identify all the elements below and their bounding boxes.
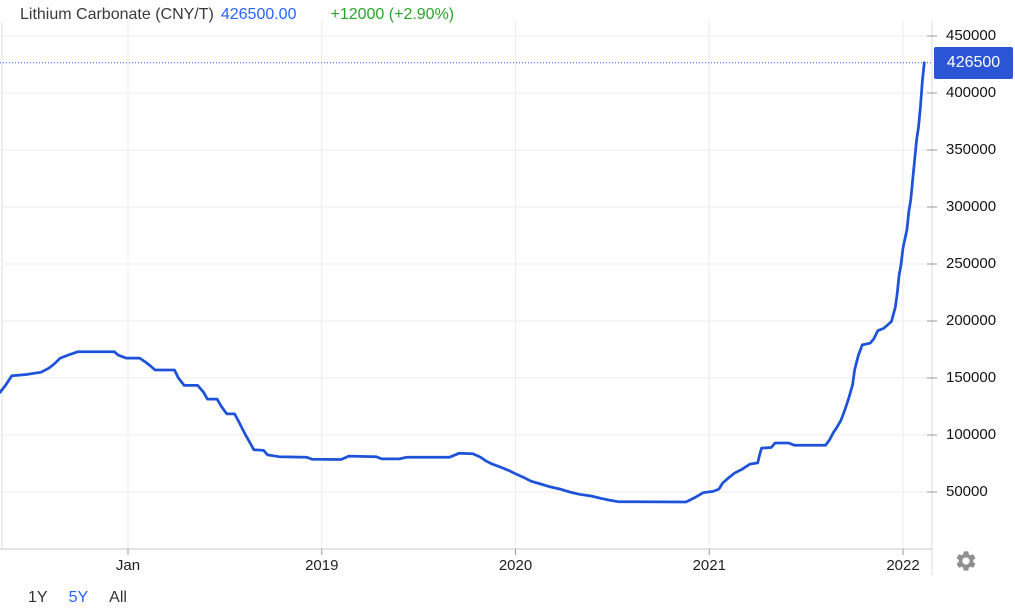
range-selector: 1Y 5Y All: [28, 589, 127, 607]
x-axis-tick-label: 2021: [692, 557, 726, 574]
y-axis-tick-label: 50000: [946, 483, 988, 500]
x-axis-tick-label: 2019: [305, 557, 339, 574]
y-axis-tick-label: 250000: [946, 255, 997, 272]
price-change-value: +12000 (+2.90%): [330, 6, 455, 23]
x-axis-tick-label: 2020: [498, 557, 533, 574]
price-series-line[interactable]: [0, 61, 926, 504]
x-axis-tick-label: 2022: [886, 557, 920, 574]
range-button-5y[interactable]: 5Y: [68, 589, 89, 606]
range-button-all[interactable]: All: [109, 589, 127, 606]
y-axis-tick-label: 100000: [946, 426, 997, 443]
range-button-1y[interactable]: 1Y: [28, 589, 48, 606]
current-price-axis-badge: 426500: [934, 47, 1013, 79]
y-axis-tick-label: 200000: [946, 312, 997, 329]
last-price-value: 426500.00: [220, 6, 297, 23]
y-axis-tick-label: 350000: [946, 141, 997, 158]
chart-header: Lithium Carbonate (CNY/T) 426500.00 +12000…: [20, 6, 454, 24]
instrument-title: Lithium Carbonate (CNY/T): [20, 6, 214, 23]
settings-gear-icon[interactable]: [954, 549, 978, 573]
y-axis-tick-label: 450000: [946, 27, 997, 44]
y-axis-tick-label: 150000: [946, 369, 997, 386]
x-axis-tick-label: Jan: [115, 557, 141, 574]
y-axis-tick-label: 300000: [946, 198, 997, 215]
y-axis-tick-label: 400000: [946, 84, 997, 101]
